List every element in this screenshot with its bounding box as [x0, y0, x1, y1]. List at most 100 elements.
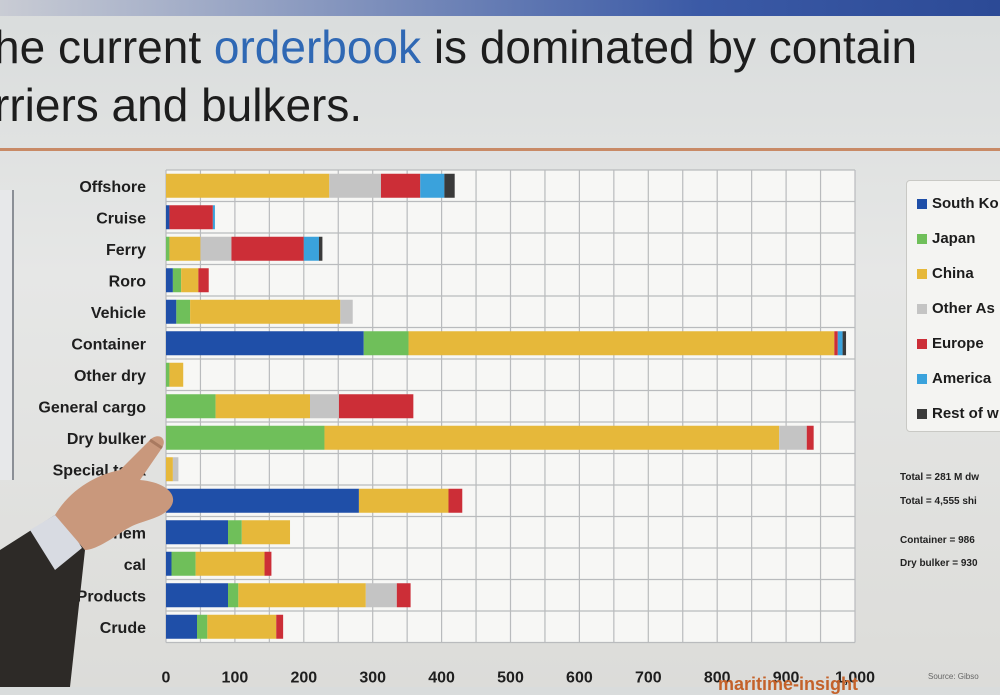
legend-swatch [917, 199, 927, 210]
category-label: Ferry [106, 242, 146, 259]
category-label: Vehicle [91, 305, 146, 322]
x-tick-label: 1,000 [835, 670, 875, 687]
legend-swatch [917, 304, 927, 315]
brand-logo-text: maritime-insight [718, 674, 859, 694]
category-label: Other dry [74, 368, 146, 385]
bar-segment [340, 299, 353, 324]
category-label: Roro [109, 273, 147, 290]
bar-segment [842, 331, 847, 356]
legend-item: Rest of w [917, 405, 999, 422]
bar-segment [238, 583, 366, 608]
bar-segment [207, 614, 277, 639]
slide-top-bar [0, 0, 1000, 16]
bar-segment [166, 457, 173, 482]
bar-segment [166, 299, 177, 324]
slide-title: he current orderbook is dominated by con… [0, 18, 1000, 134]
bar-segment [166, 583, 229, 608]
bar-segment [380, 173, 421, 198]
note-total-dwt: Total = 281 M dw [900, 472, 979, 483]
bar-segment [200, 236, 232, 261]
category-label: Cruise [96, 210, 146, 227]
bar-segment [169, 236, 201, 261]
bar-segment [806, 425, 814, 450]
bar-segment [228, 520, 242, 545]
bar-segment [190, 299, 341, 324]
title-line2: rriers and bulkers. [0, 79, 363, 131]
bar-segment [396, 583, 411, 608]
bar-segment [837, 331, 843, 356]
title-part1: he current [0, 21, 214, 73]
bar-segment [310, 394, 339, 419]
note-dry-bulker: Dry bulker = 930 [900, 558, 978, 569]
bar-segment [172, 268, 182, 293]
x-tick-label: 500 [497, 670, 524, 687]
category-label: General cargo [38, 399, 146, 416]
category-label: cal [124, 557, 146, 574]
legend-swatch [917, 409, 927, 420]
bar-segment [212, 205, 215, 230]
legend-label: Europe [932, 335, 984, 352]
source-note: Source: Gibso [928, 672, 979, 681]
legend-item: Other As [917, 300, 995, 317]
bar-segment [195, 551, 265, 576]
bar-segment [166, 614, 198, 639]
orderbook-bar-chart: Offshore Cruise Ferry Roro Vehicle Container O… [38, 169, 875, 687]
title-part2: is dominated by contain [421, 21, 918, 73]
bar-segment [166, 236, 170, 261]
bar-segment [420, 173, 445, 198]
title-divider [0, 148, 1000, 151]
bar-segment [198, 268, 209, 293]
legend-label: China [932, 265, 974, 282]
legend-item: South Ko [917, 195, 999, 212]
category-label: Dry bulker [67, 431, 146, 448]
x-tick-label: 300 [359, 670, 386, 687]
legend-item: Europe [917, 335, 984, 352]
left-axis-tab [0, 190, 14, 480]
bar-segment [166, 425, 325, 450]
x-tick-label: 600 [566, 670, 593, 687]
x-tick-label: 0 [162, 670, 171, 687]
bar-segment [176, 299, 191, 324]
bar-segment [264, 551, 272, 576]
bar-segment [448, 488, 463, 513]
bar-segment [408, 331, 835, 356]
bar-segment [166, 362, 170, 387]
category-label: Products [77, 588, 146, 605]
bar-segment [181, 268, 199, 293]
legend-label: Japan [932, 230, 976, 247]
bar-segment [276, 614, 284, 639]
bar-segment [303, 236, 319, 261]
category-label: Crude [100, 620, 146, 637]
bar-segment [318, 236, 323, 261]
bar-segment [215, 394, 311, 419]
legend-swatch [917, 269, 927, 280]
bar-segment [166, 205, 170, 230]
bar-segment [172, 457, 179, 482]
x-tick-label: 100 [222, 670, 249, 687]
bar-segment [166, 173, 330, 198]
bar-segment [228, 583, 239, 608]
x-tick-label: 200 [290, 670, 317, 687]
bar-segment [171, 551, 196, 576]
legend-swatch [917, 374, 927, 385]
bar-segment [166, 268, 173, 293]
legend-label: Other As [932, 300, 995, 317]
bar-segment [324, 425, 780, 450]
bar-segment [329, 173, 381, 198]
bar-segment [197, 614, 208, 639]
bar-segment [338, 394, 414, 419]
title-highlight: orderbook [213, 21, 422, 73]
note-container: Container = 986 [900, 535, 975, 546]
category-label: Container [71, 336, 146, 353]
legend-item: Japan [917, 230, 975, 247]
bar-segment [166, 488, 359, 513]
bar-segment [166, 551, 172, 576]
x-tick-label: 900 [773, 670, 800, 687]
legend-label: South Ko [932, 195, 999, 212]
chart-legend: South Ko Japan China Other As Europe America R… [906, 180, 1000, 432]
bar-segment [241, 520, 291, 545]
bar-segment [365, 583, 397, 608]
bar-segment [834, 331, 838, 356]
bar-segment [444, 173, 455, 198]
legend-swatch [917, 339, 927, 350]
